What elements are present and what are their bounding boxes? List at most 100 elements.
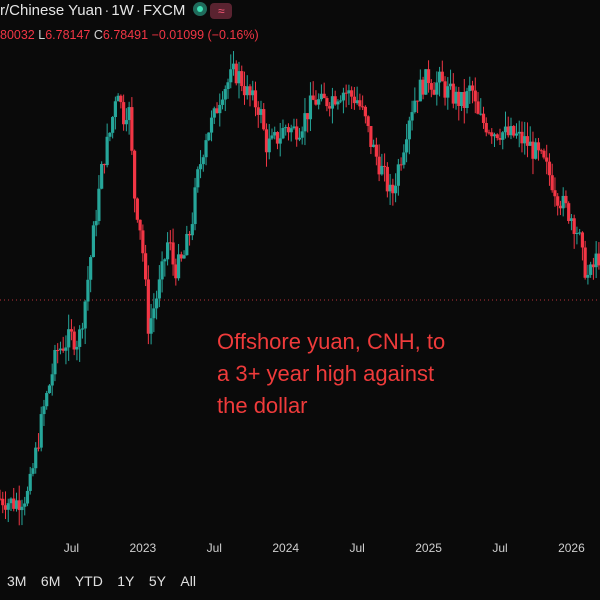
candle-body (369, 126, 373, 147)
candle-body (352, 96, 356, 104)
candle-body (443, 81, 447, 98)
candle-body (91, 225, 96, 258)
candle-body (440, 71, 444, 82)
candle-body (446, 86, 450, 98)
candle-body (451, 83, 455, 104)
source-label: FXCM (142, 2, 186, 19)
candle-body (171, 242, 175, 265)
candle-body (14, 500, 19, 509)
candle-body (567, 203, 571, 221)
candle-body (207, 132, 211, 141)
candle-body (578, 232, 582, 234)
candle-body (404, 139, 409, 153)
annotation-line-1: Offshore yuan, CNH, to (217, 329, 446, 354)
candle-body (328, 106, 332, 109)
candle-body (325, 98, 329, 107)
candle-body (432, 89, 436, 95)
candle-body (366, 116, 370, 127)
range-1y-button[interactable]: 1Y (117, 573, 135, 589)
ohlc-readout: 80032 L6.78147 C6.78491 −0.01099 (−0.16%… (0, 28, 259, 42)
candle-body (130, 107, 134, 151)
candle-body (385, 166, 389, 192)
candle-body (262, 109, 266, 130)
candle-body (141, 230, 145, 254)
date-range-selector: 3M 6M YTD 1Y 5Y All (0, 573, 206, 595)
candle-body (220, 99, 225, 105)
candle-body (363, 106, 367, 117)
x-tick-label: Jul (207, 541, 222, 555)
candle-body (45, 393, 49, 407)
candle-body (256, 107, 260, 115)
candle-body (586, 274, 590, 278)
candle-body (317, 99, 321, 105)
candle-body (111, 117, 115, 133)
candle-body (67, 329, 71, 348)
candle-body (468, 85, 472, 92)
candle-body (429, 83, 433, 90)
candle-body (270, 135, 274, 139)
candle-body (561, 195, 565, 209)
candle-body (457, 91, 461, 106)
candle-body (509, 126, 513, 136)
symbol-title[interactable]: r/Chinese Yuan · 1W · FXCM ≈ (0, 2, 233, 19)
candle-body (165, 242, 170, 260)
candle-body (498, 137, 502, 140)
candle-body (108, 132, 112, 137)
candle-body (558, 205, 563, 209)
candle-body (242, 86, 247, 96)
candle-body (196, 169, 200, 188)
candle-body (201, 157, 205, 165)
candle-body (542, 150, 546, 158)
symbol-name: r/Chinese Yuan (0, 2, 103, 19)
x-tick-label: 2023 (130, 541, 157, 555)
low-value: 6.78147 (45, 28, 91, 42)
candle-body (421, 79, 425, 95)
chart-annotation: Offshore yuan, CNH, to a 3+ year high ag… (217, 326, 517, 422)
candle-body (564, 195, 568, 204)
candle-body (72, 331, 76, 350)
candle-body (297, 137, 302, 140)
candle-body (341, 92, 346, 101)
candle-body (388, 184, 392, 192)
range-6m-button[interactable]: 6M (40, 573, 61, 589)
candle-body (492, 134, 497, 137)
candle-body (539, 150, 543, 152)
candle-body (6, 503, 10, 510)
candle-body (517, 131, 521, 134)
candle-body (572, 218, 576, 235)
candle-body (553, 190, 557, 197)
candle-body (80, 328, 85, 330)
candle-body (174, 264, 178, 279)
candle-body (275, 132, 280, 144)
candle-body (259, 109, 263, 115)
candle-body (157, 279, 161, 299)
candle-body (212, 108, 216, 118)
candle-body (149, 318, 153, 334)
candle-body (292, 126, 296, 129)
range-all-button[interactable]: All (180, 573, 196, 589)
candle-body (124, 120, 128, 125)
market-status-icon[interactable] (193, 2, 208, 16)
candle-body (251, 90, 255, 96)
candle-body (402, 152, 406, 165)
range-ytd-button[interactable]: YTD (74, 573, 103, 589)
range-5y-button[interactable]: 5Y (148, 573, 166, 589)
range-3m-button[interactable]: 3M (7, 573, 27, 589)
candle-body (168, 242, 172, 244)
candle-body (523, 136, 527, 144)
candle-body (358, 100, 362, 107)
candle-body (484, 122, 488, 133)
interval-label[interactable]: 1W (111, 2, 134, 19)
candle-body (89, 257, 93, 280)
candle-body (248, 86, 252, 96)
candle-body (127, 107, 131, 121)
candle-body (487, 132, 491, 134)
candle-body (278, 138, 282, 144)
wave-icon[interactable]: ≈ (210, 3, 233, 19)
candle-body (146, 279, 150, 334)
candle-body (209, 117, 214, 133)
candle-body (61, 348, 65, 351)
candle-body (264, 129, 269, 153)
candle-body (594, 253, 598, 268)
